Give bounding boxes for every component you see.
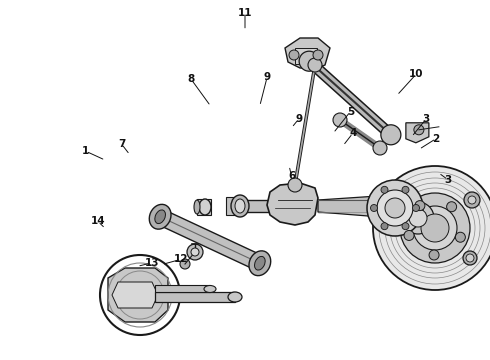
Circle shape xyxy=(381,223,388,230)
Circle shape xyxy=(421,214,449,242)
Circle shape xyxy=(415,201,425,211)
Circle shape xyxy=(333,113,347,127)
Circle shape xyxy=(413,206,457,250)
Text: 14: 14 xyxy=(91,216,105,226)
Circle shape xyxy=(299,51,319,71)
Circle shape xyxy=(455,232,466,242)
Ellipse shape xyxy=(155,210,166,224)
Bar xyxy=(318,200,398,212)
Circle shape xyxy=(402,186,409,193)
Text: 8: 8 xyxy=(188,74,195,84)
Circle shape xyxy=(468,196,476,204)
Polygon shape xyxy=(112,282,158,308)
Circle shape xyxy=(463,251,477,265)
Text: 2: 2 xyxy=(433,134,440,144)
Polygon shape xyxy=(108,268,168,322)
Polygon shape xyxy=(285,38,330,68)
Circle shape xyxy=(370,204,377,211)
Circle shape xyxy=(464,192,480,208)
Circle shape xyxy=(429,250,439,260)
Circle shape xyxy=(404,230,414,240)
Circle shape xyxy=(180,259,190,269)
Circle shape xyxy=(288,178,302,192)
Polygon shape xyxy=(318,195,398,218)
Polygon shape xyxy=(306,58,394,139)
Text: 6: 6 xyxy=(288,171,295,181)
Text: 13: 13 xyxy=(145,258,159,268)
Bar xyxy=(155,285,210,292)
Text: 9: 9 xyxy=(295,114,302,124)
Circle shape xyxy=(414,125,424,135)
Text: 3: 3 xyxy=(423,114,430,124)
Ellipse shape xyxy=(235,199,245,213)
Polygon shape xyxy=(157,210,263,270)
Ellipse shape xyxy=(249,251,270,276)
Ellipse shape xyxy=(149,204,171,229)
Circle shape xyxy=(402,202,434,234)
Circle shape xyxy=(446,202,457,212)
Text: 12: 12 xyxy=(174,254,189,264)
Ellipse shape xyxy=(194,200,200,214)
Circle shape xyxy=(377,190,413,226)
Text: 1: 1 xyxy=(82,146,89,156)
Text: 7: 7 xyxy=(118,139,125,149)
Bar xyxy=(226,197,242,215)
Bar xyxy=(295,48,317,64)
Circle shape xyxy=(191,248,199,256)
Text: 11: 11 xyxy=(238,8,252,18)
Text: 10: 10 xyxy=(409,69,424,79)
Ellipse shape xyxy=(204,285,216,292)
Circle shape xyxy=(402,223,409,230)
Polygon shape xyxy=(267,183,318,225)
Text: 9: 9 xyxy=(264,72,270,82)
Ellipse shape xyxy=(228,292,242,302)
Circle shape xyxy=(400,193,470,263)
Circle shape xyxy=(381,186,388,193)
Circle shape xyxy=(187,244,203,260)
Bar xyxy=(155,292,235,302)
Circle shape xyxy=(373,141,387,155)
Bar xyxy=(230,200,270,212)
Circle shape xyxy=(313,50,323,60)
Circle shape xyxy=(289,50,299,60)
Circle shape xyxy=(409,209,427,227)
Circle shape xyxy=(308,58,322,72)
Polygon shape xyxy=(406,123,429,143)
Text: 3: 3 xyxy=(445,175,452,185)
Text: 4: 4 xyxy=(349,128,357,138)
Ellipse shape xyxy=(231,195,249,217)
Circle shape xyxy=(381,125,401,145)
Circle shape xyxy=(367,180,423,236)
Circle shape xyxy=(385,198,405,218)
Text: 5: 5 xyxy=(347,107,354,117)
Circle shape xyxy=(373,166,490,290)
Circle shape xyxy=(413,204,419,211)
Bar xyxy=(197,199,211,215)
Circle shape xyxy=(466,254,474,262)
Ellipse shape xyxy=(254,256,265,270)
Ellipse shape xyxy=(199,199,211,215)
